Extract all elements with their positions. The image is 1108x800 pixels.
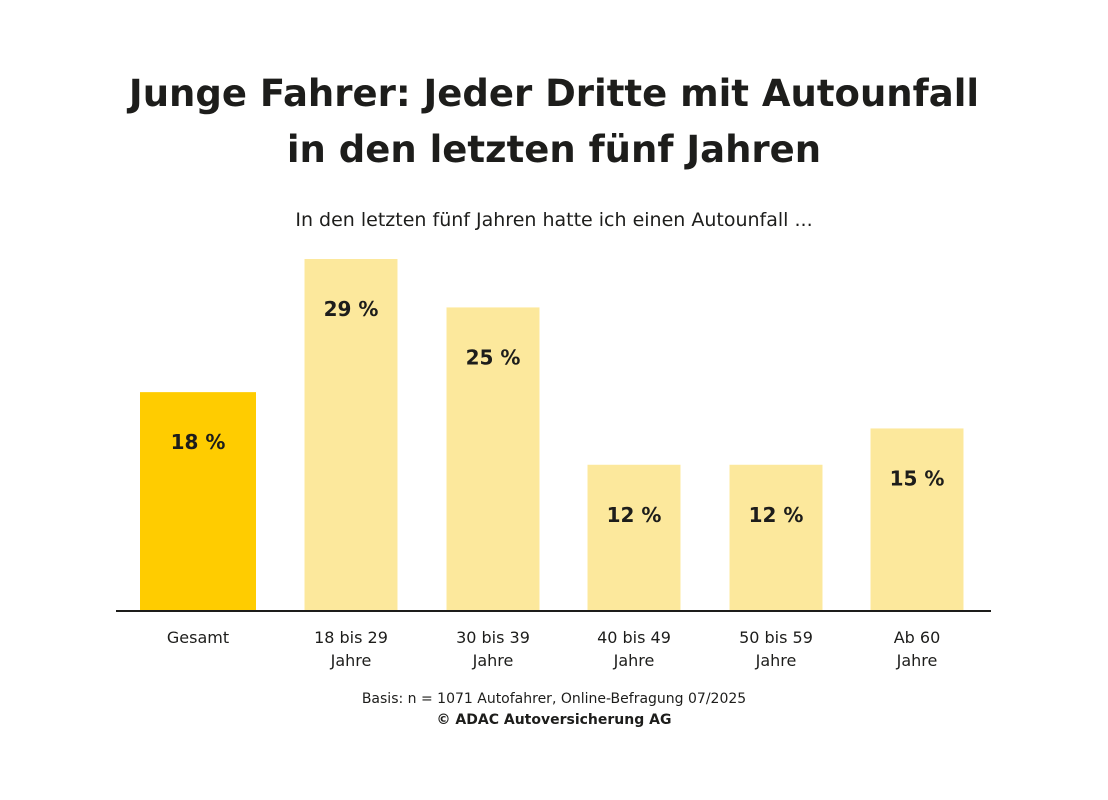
bar-value-label-5: 15 % bbox=[890, 466, 945, 490]
category-label-3-1: Jahre bbox=[613, 651, 655, 670]
bar-5 bbox=[870, 428, 964, 610]
bar-value-label-0: 18 % bbox=[171, 430, 226, 454]
category-label-4-1: Jahre bbox=[755, 651, 797, 670]
bar-value-label-1: 29 % bbox=[324, 297, 379, 321]
source-note: Basis: n = 1071 Autofahrer, Online-Befra… bbox=[361, 691, 747, 707]
bar-3 bbox=[587, 464, 681, 610]
copyright-note: © ADAC Autoversicherung AG bbox=[436, 712, 672, 728]
bar-value-label-3: 12 % bbox=[607, 503, 662, 527]
category-label-1-0: 18 bis 29 bbox=[314, 628, 388, 647]
chart-title: Junge Fahrer: Jeder Dritte mit Autounfal… bbox=[0, 66, 1108, 178]
category-label-5-0: Ab 60 bbox=[894, 628, 941, 647]
category-label-2-1: Jahre bbox=[472, 651, 514, 670]
category-label-1-1: Jahre bbox=[330, 651, 372, 670]
category-label-0-0: Gesamt bbox=[167, 628, 229, 647]
category-label-5-1: Jahre bbox=[896, 651, 938, 670]
category-label-4-0: 50 bis 59 bbox=[739, 628, 813, 647]
category-label-2-0: 30 bis 39 bbox=[456, 628, 530, 647]
bar-2 bbox=[446, 307, 540, 610]
bar-0 bbox=[140, 392, 256, 610]
chart-title-line-1: Junge Fahrer: Jeder Dritte mit Autounfal… bbox=[128, 72, 980, 115]
bar-value-label-2: 25 % bbox=[466, 345, 521, 369]
chart-subtitle: In den letzten fünf Jahren hatte ich ein… bbox=[295, 209, 813, 231]
category-label-3-0: 40 bis 49 bbox=[597, 628, 671, 647]
chart-footer: Basis: n = 1071 Autofahrer, Online-Befra… bbox=[0, 689, 1108, 731]
bar-value-label-4: 12 % bbox=[749, 503, 804, 527]
bar-1 bbox=[304, 259, 398, 610]
chart-title-line-2: in den letzten fünf Jahren bbox=[286, 128, 822, 171]
bar-4 bbox=[729, 464, 823, 610]
